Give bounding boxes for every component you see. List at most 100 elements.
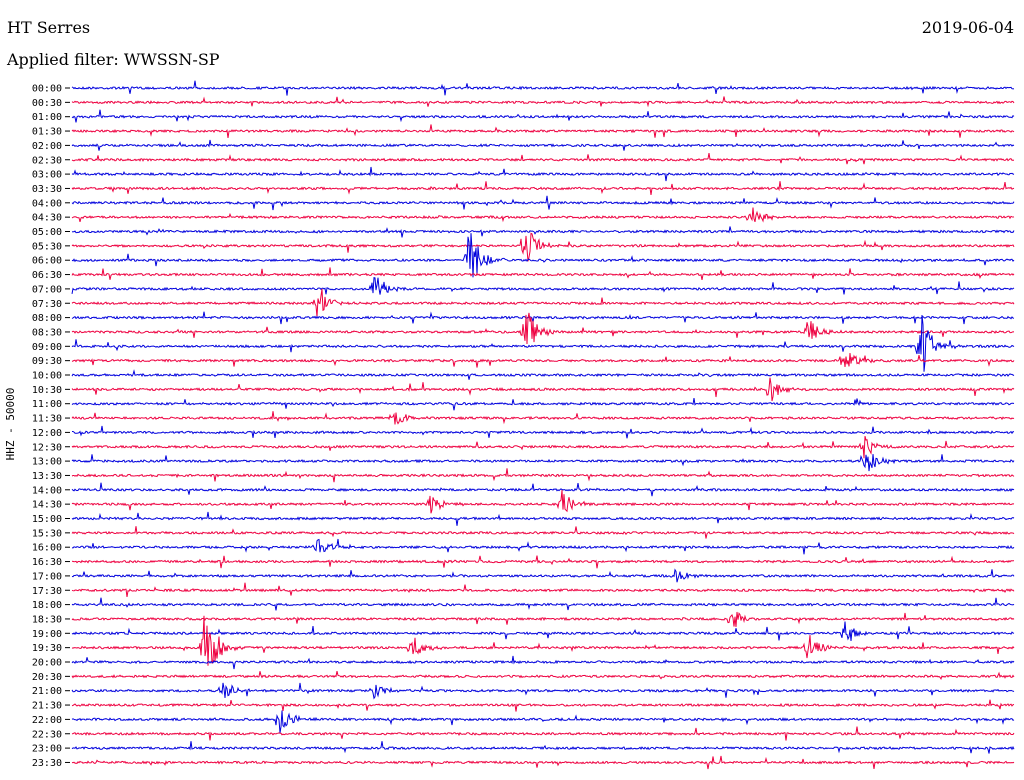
trace-line [71, 582, 1015, 597]
trace-line [71, 741, 1015, 754]
row-label: 03:00 [32, 170, 62, 181]
trace-line [71, 682, 1015, 700]
row-label: 22:30 [32, 729, 62, 740]
row-label: 13:30 [32, 471, 62, 482]
row-label: 16:00 [32, 543, 62, 554]
row-label: 01:00 [32, 112, 62, 123]
trace-line [71, 454, 1015, 472]
row-label: 06:30 [32, 270, 62, 281]
trace-line [71, 232, 1015, 262]
trace-line [71, 489, 1015, 514]
trace-line [71, 288, 1015, 318]
trace-line [71, 153, 1015, 165]
row-label: 03:30 [32, 184, 62, 195]
trace-line [71, 611, 1015, 627]
filter-label: Applied filter: WWSSN-SP [7, 50, 220, 69]
trace-line [71, 755, 1015, 770]
trace-line [71, 124, 1015, 138]
trace-line [71, 655, 1015, 670]
trace-line [71, 312, 1015, 345]
trace-line [71, 398, 1015, 411]
row-label: 07:00 [32, 284, 62, 295]
date-label: 2019-06-04 [921, 18, 1014, 37]
row-label: 11:30 [32, 414, 62, 425]
trace-line [71, 621, 1015, 641]
trace-line [71, 597, 1015, 611]
row-label: 17:30 [32, 586, 62, 597]
row-labels-group: 00:00 00:30 01:00 01:30 02:00 02:30 03:00 03:30… [32, 84, 70, 769]
trace-line [71, 615, 1015, 666]
row-label: 06:00 [32, 256, 62, 267]
row-label: 20:00 [32, 658, 62, 669]
row-label: 02:30 [32, 155, 62, 166]
row-label: 20:30 [32, 672, 62, 683]
trace-line [71, 311, 1015, 325]
channel-label: HHZ - 50000 [4, 388, 17, 461]
trace-line [71, 207, 1015, 223]
trace-line [71, 670, 1015, 681]
row-label: 05:30 [32, 241, 62, 252]
trace-line [71, 166, 1015, 182]
trace-line [71, 710, 1015, 734]
trace-line [71, 468, 1015, 483]
row-label: 21:00 [32, 686, 62, 697]
trace-line [71, 511, 1015, 526]
row-label: 02:00 [32, 141, 62, 152]
row-label: 04:30 [32, 213, 62, 224]
station-title: HT Serres [7, 18, 91, 37]
trace-line [71, 352, 1015, 368]
trace-line [71, 726, 1015, 741]
row-label: 15:00 [32, 514, 62, 525]
trace-line [71, 435, 1015, 459]
row-label: 04:00 [32, 198, 62, 209]
row-label: 13:00 [32, 457, 62, 468]
trace-line [71, 233, 1015, 278]
traces-group [71, 80, 1015, 770]
trace-line [71, 526, 1015, 539]
row-label: 15:30 [32, 528, 62, 539]
row-label: 00:00 [32, 84, 62, 95]
trace-line [71, 699, 1015, 712]
row-label: 05:00 [32, 227, 62, 238]
row-label: 00:30 [32, 98, 62, 109]
trace-line [71, 411, 1015, 425]
row-label: 19:00 [32, 629, 62, 640]
row-label: 12:00 [32, 428, 62, 439]
trace-line [71, 377, 1015, 402]
trace-line [71, 226, 1015, 238]
row-label: 14:30 [32, 500, 62, 511]
trace-line [71, 139, 1015, 151]
trace-line [71, 314, 1015, 372]
trace-line [72, 425, 1015, 439]
row-label: 16:30 [32, 557, 62, 568]
row-label: 18:00 [32, 600, 62, 611]
row-label: 21:30 [32, 701, 62, 712]
row-label: 18:30 [32, 614, 62, 625]
trace-line [71, 80, 1015, 96]
trace-line [71, 369, 1015, 380]
trace-line [71, 109, 1015, 123]
row-label: 09:00 [32, 342, 62, 353]
row-label: 07:30 [32, 299, 62, 310]
row-label: 10:30 [32, 385, 62, 396]
trace-line [71, 538, 1015, 555]
row-label: 10:00 [32, 371, 62, 382]
row-label: 08:30 [32, 327, 62, 338]
row-label: 19:30 [32, 643, 62, 654]
row-label: 23:30 [32, 758, 62, 769]
trace-line [71, 276, 1015, 295]
row-label: 17:00 [32, 571, 62, 582]
trace-line [71, 96, 1015, 108]
row-label: 09:30 [32, 356, 62, 367]
row-label: 11:00 [32, 399, 62, 410]
trace-line [71, 181, 1015, 195]
row-label: 22:00 [32, 715, 62, 726]
trace-line [71, 195, 1015, 211]
trace-line [71, 267, 1015, 280]
trace-line [71, 482, 1015, 497]
trace-line [71, 555, 1014, 569]
row-label: 14:00 [32, 485, 62, 496]
row-label: 01:30 [32, 127, 62, 138]
trace-line [71, 568, 1015, 583]
